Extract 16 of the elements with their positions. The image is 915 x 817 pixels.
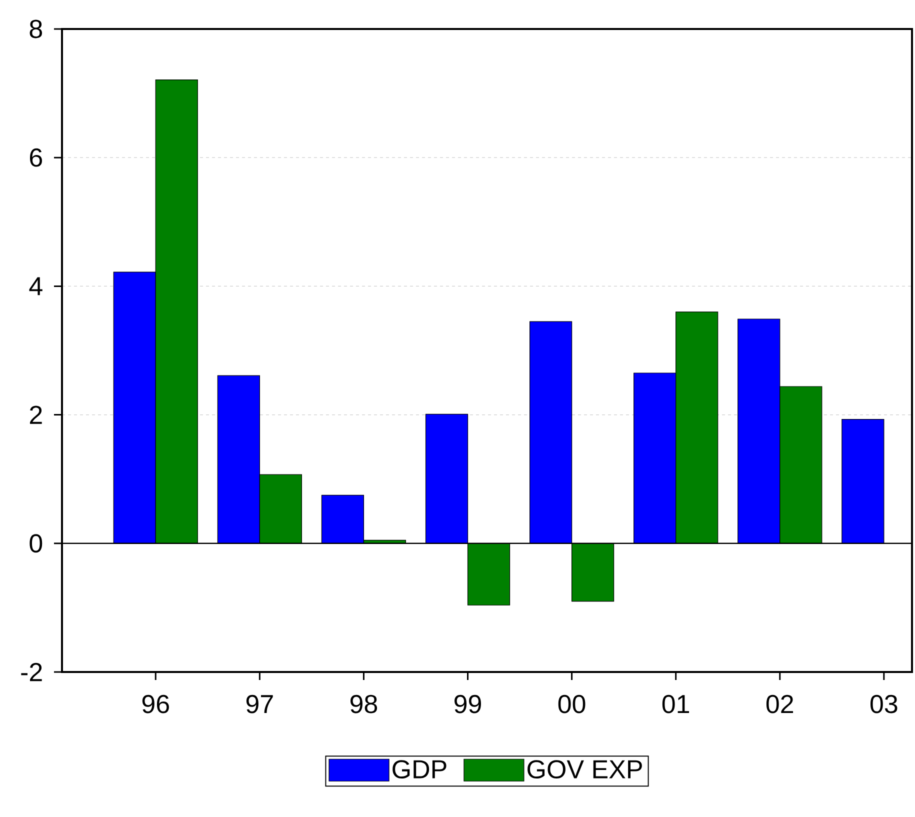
y-tick-label: 8 [30,20,42,38]
x-tick-label: 99 [454,694,481,714]
y-tick-label: 0 [30,534,42,553]
legend-label: GOV EXP [528,760,642,778]
y-tick-label: -2 [21,662,42,682]
legend-label: GDP [392,760,446,778]
y-tick-label: 6 [30,148,42,167]
x-tick-label: 96 [142,694,169,714]
x-tick-label: 98 [350,694,378,714]
y-tick-label: 4 [29,277,42,296]
y-tick-label: 2 [30,406,42,424]
x-tick-label: 00 [558,694,586,714]
x-tick-label: 97 [246,694,273,714]
x-tick-label: 03 [870,694,898,714]
x-tick-label: 02 [766,694,794,714]
x-tick-label: 01 [662,694,690,714]
